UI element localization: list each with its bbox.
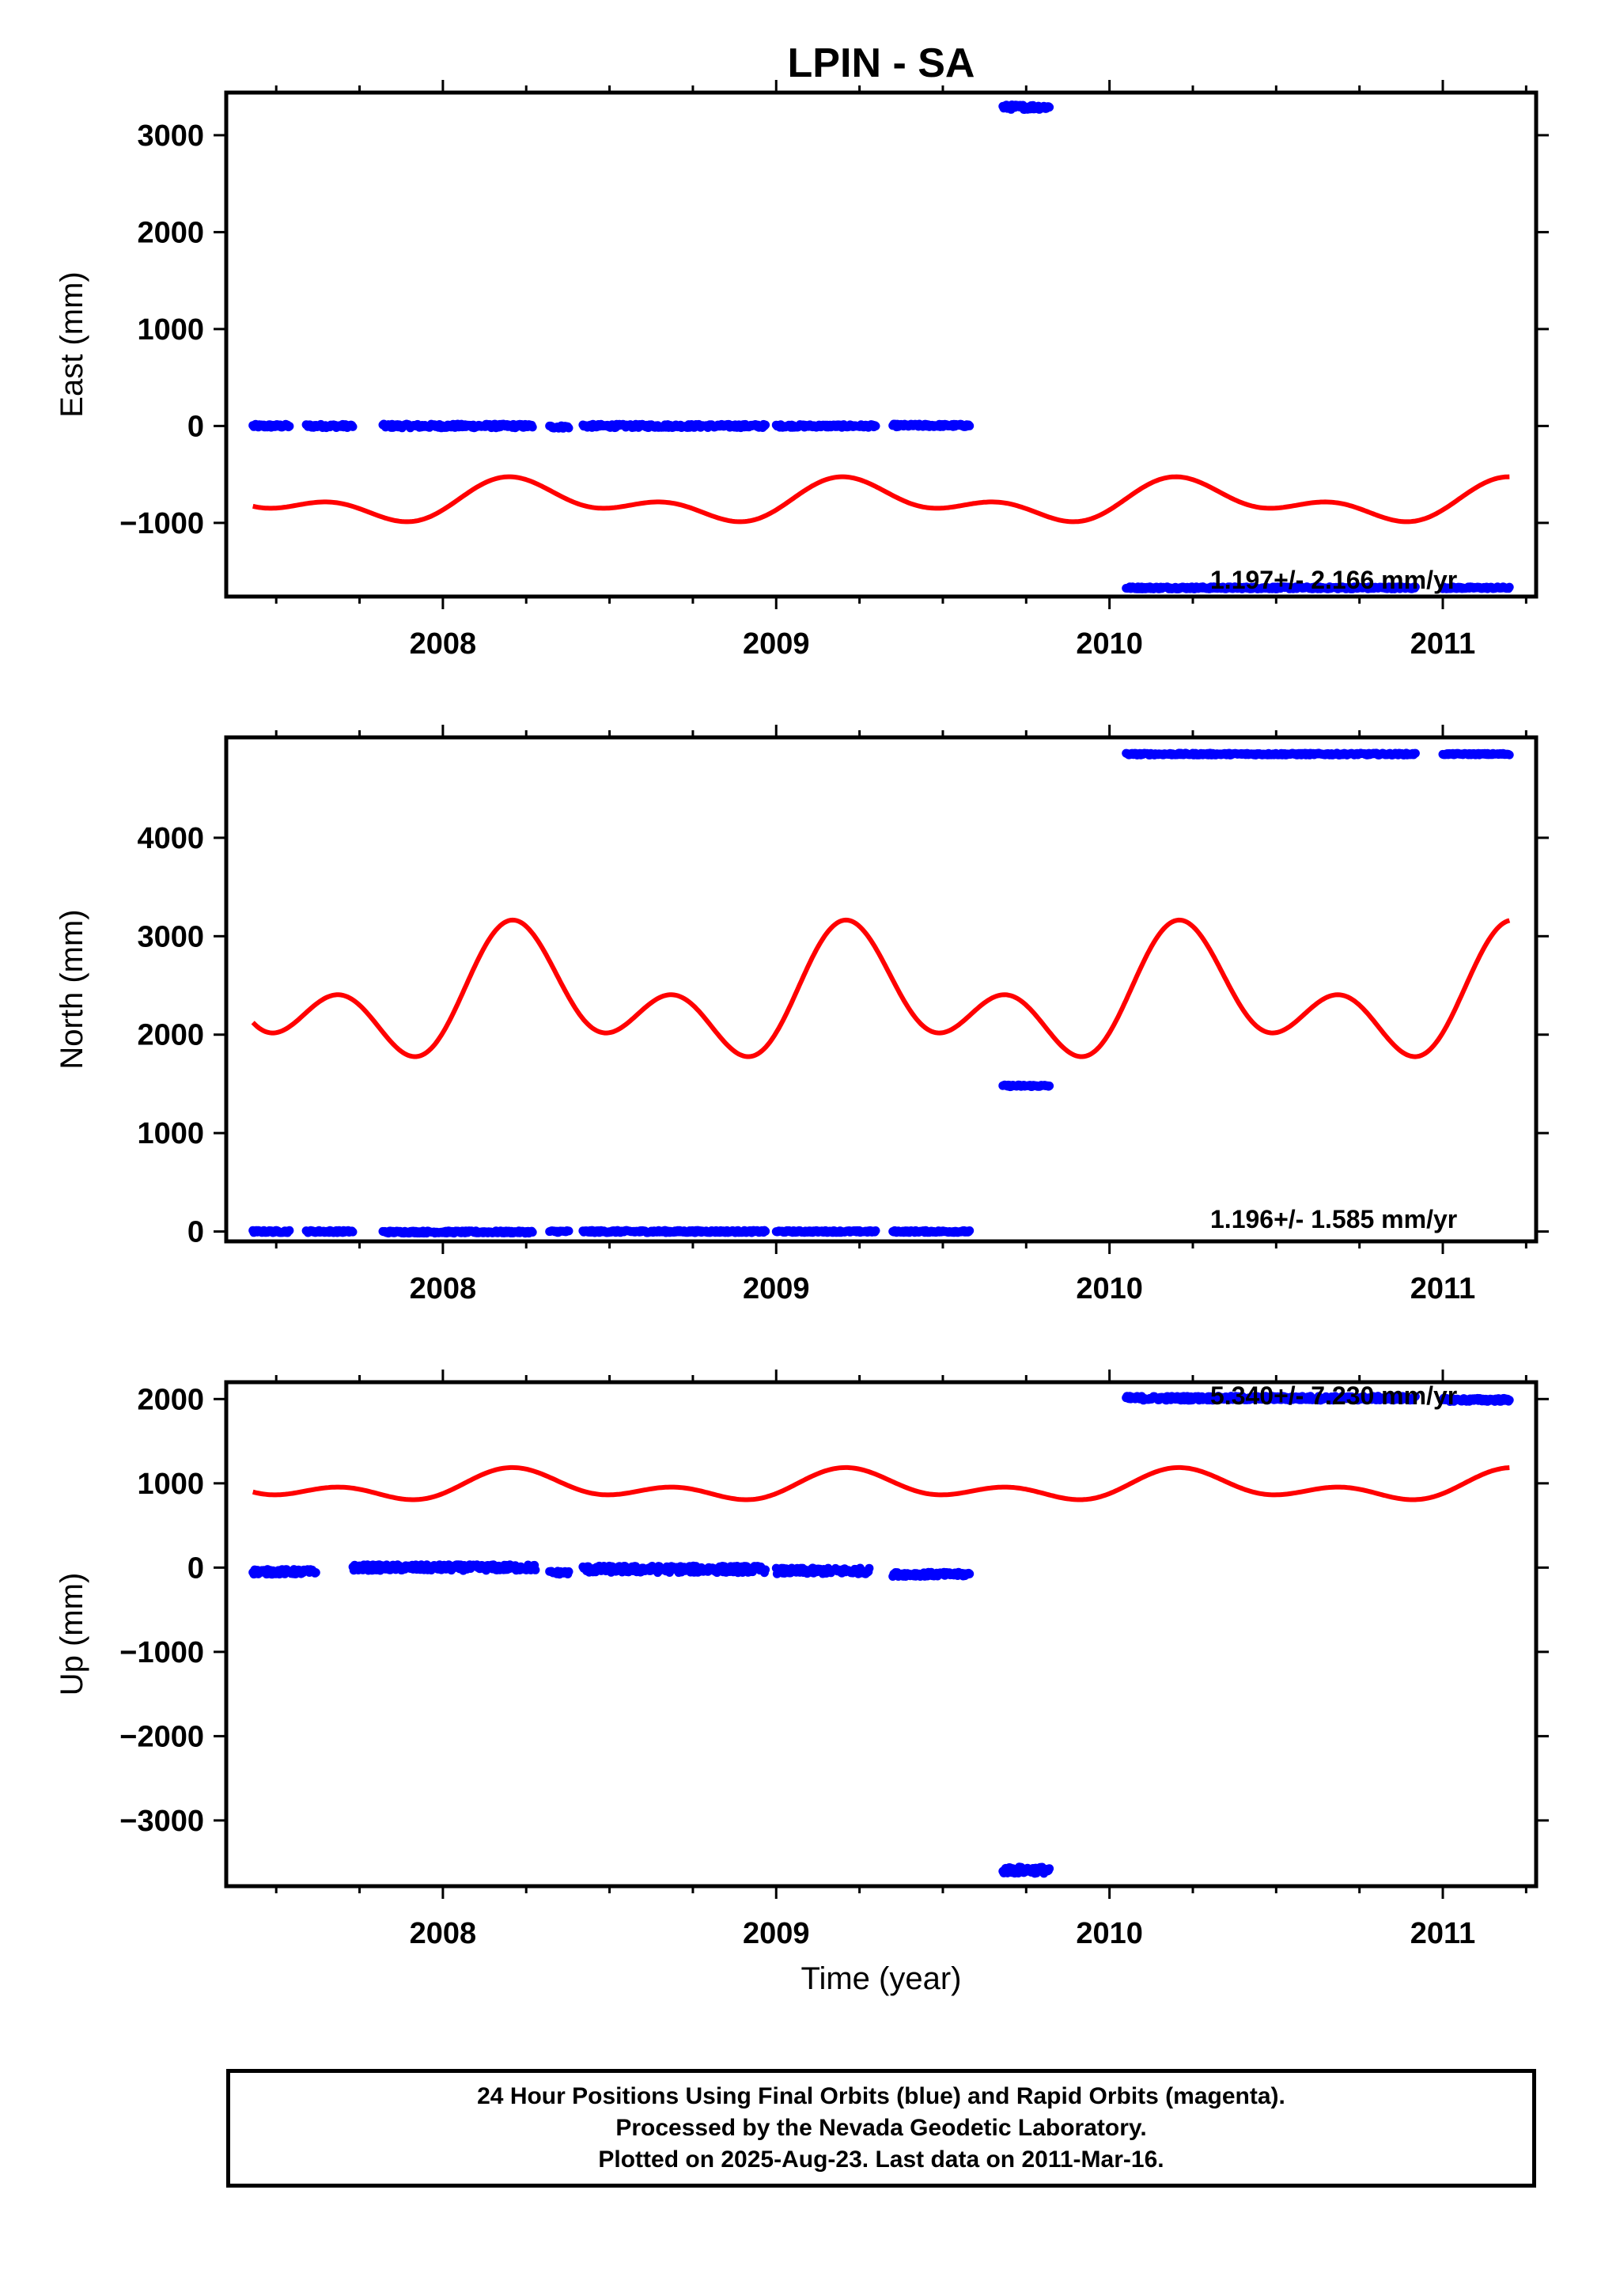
velocity-rate-label: 1.197+/- 2.166 mm/yr: [1210, 566, 1457, 594]
data-point: [528, 422, 537, 432]
data-point: [564, 1567, 573, 1576]
data-point: [564, 423, 573, 433]
data-point: [1410, 1392, 1420, 1401]
data-point: [564, 1226, 573, 1236]
data-point: [1045, 1864, 1054, 1874]
x-tick-label: 2008: [410, 627, 477, 661]
y-tick-label: 0: [187, 1552, 204, 1585]
data-point: [285, 1226, 294, 1235]
panel-frame: [224, 735, 1539, 1244]
plot-area: [248, 100, 1514, 593]
x-tick-label: 2010: [1076, 627, 1143, 661]
y-tick-label: 1000: [137, 313, 204, 347]
data-point: [1410, 582, 1420, 592]
footer-line-1: 24 Hour Positions Using Final Orbits (bl…: [477, 2083, 1285, 2109]
x-tick-label: 2011: [1410, 627, 1475, 661]
daily-position-points: [248, 1392, 1514, 1878]
y-tick-label: 0: [187, 1216, 204, 1249]
data-point: [865, 1563, 874, 1573]
y-axis-label: East (mm): [55, 271, 89, 417]
x-axis-label: Time (year): [801, 1961, 962, 1996]
x-tick-label: 2009: [743, 627, 810, 661]
y-tick-label: −1000: [119, 507, 204, 540]
data-point: [311, 1568, 320, 1578]
daily-position-points: [248, 748, 1514, 1238]
data-point: [761, 420, 770, 430]
velocity-rate-label: 1.196+/- 1.585 mm/yr: [1210, 1205, 1457, 1233]
data-point: [1504, 750, 1514, 760]
x-tick-label: 2009: [743, 1272, 810, 1305]
y-tick-label: 3000: [137, 119, 204, 153]
footer-line-2: Processed by the Nevada Geodetic Laborat…: [615, 2115, 1147, 2141]
data-point: [348, 1227, 358, 1237]
chart-title: LPIN - SA: [788, 40, 975, 86]
data-point: [1045, 1082, 1054, 1090]
y-tick-label: 1000: [137, 1117, 204, 1150]
data-point: [761, 1565, 770, 1574]
y-axis-label: Up (mm): [55, 1573, 89, 1696]
data-point: [1504, 1396, 1514, 1405]
data-point: [285, 422, 294, 431]
panel-frame: [224, 90, 1539, 599]
y-tick-label: −2000: [119, 1720, 204, 1753]
y-tick-label: −3000: [119, 1805, 204, 1838]
y-tick-label: 0: [187, 410, 204, 443]
footer-caption-box: 24 Hour Positions Using Final Orbits (bl…: [226, 2069, 1536, 2188]
panel-1: 3000 2000 1000 0 −1000 2008 2009 2010 2011 East (…: [55, 80, 1549, 661]
seasonal-model-curve: [251, 917, 1511, 1059]
data-point: [348, 422, 358, 431]
y-axis-label: North (mm): [55, 909, 89, 1069]
panel-3: 2000 1000 0 −1000 −2000 −3000 2008 2009 2010 2011…: [55, 1370, 1549, 1996]
data-point: [871, 422, 880, 430]
y-tick-label: 2000: [137, 216, 204, 249]
seasonal-model-curve: [252, 1464, 1510, 1502]
data-point: [528, 1228, 537, 1237]
data-point: [761, 1226, 770, 1236]
data-point: [1410, 748, 1420, 758]
velocity-rate-label: 5.340+/- 7.230 mm/yr: [1210, 1381, 1457, 1410]
x-tick-label: 2010: [1076, 1272, 1143, 1305]
y-tick-label: 2000: [137, 1383, 204, 1416]
seasonal-model-curve: [252, 474, 1510, 525]
plot-area: [248, 1392, 1514, 1878]
plot-area: [248, 748, 1514, 1238]
x-tick-label: 2009: [743, 1917, 810, 1950]
data-point: [965, 421, 975, 430]
panel-frame: [224, 1380, 1539, 1889]
data-point: [1504, 582, 1514, 592]
data-point: [871, 1226, 880, 1235]
y-tick-label: 2000: [137, 1019, 204, 1052]
data-point: [965, 1569, 975, 1578]
x-tick-label: 2008: [410, 1917, 477, 1950]
x-tick-label: 2011: [1410, 1917, 1475, 1950]
y-tick-label: 3000: [137, 920, 204, 953]
y-tick-label: −1000: [119, 1636, 204, 1669]
y-tick-label: 4000: [137, 822, 204, 855]
daily-position-points: [248, 100, 1514, 593]
y-tick-label: 1000: [137, 1468, 204, 1501]
data-point: [531, 1565, 540, 1574]
panel-2: 4000 3000 2000 1000 0 2008 2009 2010 2011 North (…: [55, 725, 1549, 1305]
footer-line-3: Plotted on 2025-Aug-23. Last data on 201…: [598, 2146, 1164, 2173]
data-point: [1045, 103, 1054, 112]
data-point: [965, 1226, 975, 1235]
x-tick-label: 2011: [1410, 1272, 1475, 1305]
x-tick-label: 2010: [1076, 1917, 1143, 1950]
x-tick-label: 2008: [410, 1272, 477, 1305]
